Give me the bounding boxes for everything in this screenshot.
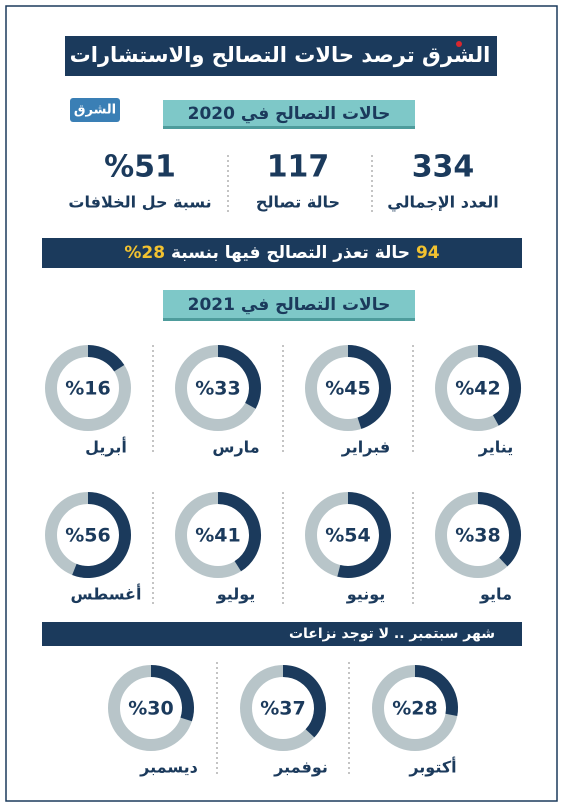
donut-label: %45 bbox=[325, 378, 370, 400]
logo-dot bbox=[456, 41, 462, 47]
donut-arc bbox=[347, 345, 391, 429]
donut-arc bbox=[87, 345, 125, 372]
title-banner bbox=[65, 36, 497, 76]
failed-banner bbox=[42, 238, 522, 268]
donut-arc bbox=[477, 492, 521, 567]
donut-label: %41 bbox=[195, 525, 240, 547]
donut-label: %42 bbox=[455, 378, 500, 400]
note-banner bbox=[42, 622, 522, 646]
title-logo: الشرق bbox=[422, 43, 490, 67]
badge-box bbox=[70, 98, 120, 122]
donut-label: %30 bbox=[128, 698, 173, 720]
section-banner-edge bbox=[163, 126, 415, 129]
stat-value: 334 bbox=[412, 150, 475, 185]
section-title: حالات التصالح في 2020 bbox=[188, 104, 391, 124]
stat-label: نسبة حل الخلافات bbox=[68, 193, 211, 212]
donut-arc bbox=[477, 345, 521, 426]
section-banner bbox=[163, 100, 415, 128]
section-banner bbox=[163, 290, 415, 320]
title: الشرق ترصد حالات التصالح والاستشارات bbox=[70, 43, 491, 67]
failed-label: حالة تعذر التصالح فيها بنسبة bbox=[171, 243, 410, 263]
month-name: فبراير bbox=[341, 438, 390, 457]
month-name: يوليو bbox=[216, 585, 256, 604]
donut-arc bbox=[217, 492, 261, 572]
donut-label: %33 bbox=[195, 378, 240, 400]
donut-label: %54 bbox=[325, 525, 370, 547]
stat-value: 117 bbox=[267, 150, 330, 185]
section-banner-edge bbox=[163, 318, 415, 321]
month-name: يونيو bbox=[346, 585, 386, 604]
donut-label: %37 bbox=[260, 698, 305, 720]
month-name: أغسطس bbox=[71, 584, 142, 604]
donut-label: %56 bbox=[65, 525, 110, 547]
title-text: ترصد حالات التصالح والاستشارات bbox=[70, 43, 415, 67]
stat-label: العدد الإجمالي bbox=[387, 193, 498, 213]
month-name: أكتوبر bbox=[408, 757, 456, 777]
donut-label: %38 bbox=[455, 525, 500, 547]
donut-arc bbox=[72, 492, 131, 578]
separators bbox=[152, 345, 414, 775]
month-name: مارس bbox=[212, 438, 259, 457]
donut-arc bbox=[337, 492, 391, 578]
donut-arc bbox=[150, 665, 194, 722]
donut-arc bbox=[217, 345, 261, 409]
donut-arc bbox=[282, 665, 326, 738]
failed-count: 94 bbox=[416, 243, 440, 263]
failed-text: 94 حالة تعذر التصالح فيها بنسبة 28% bbox=[124, 243, 439, 263]
donut-label: %28 bbox=[392, 698, 437, 720]
stat-value: %51 bbox=[104, 150, 176, 185]
donut-label: %16 bbox=[65, 378, 110, 400]
badge: الشرق bbox=[74, 103, 116, 118]
month-name: مايو bbox=[479, 585, 512, 604]
month-name: أبريل bbox=[85, 437, 127, 457]
section-title: حالات التصالح في 2021 bbox=[188, 295, 391, 315]
stat-label: حالة تصالح bbox=[256, 193, 340, 212]
failed-percent: 28% bbox=[124, 243, 165, 263]
month-name: يناير bbox=[478, 438, 514, 457]
month-name: نوفمبر bbox=[273, 758, 328, 777]
donut-arc bbox=[414, 665, 458, 717]
note: شهر سبتمبر .. لا توجد نزاعات bbox=[289, 626, 495, 642]
month-name: ديسمبر bbox=[139, 758, 198, 777]
